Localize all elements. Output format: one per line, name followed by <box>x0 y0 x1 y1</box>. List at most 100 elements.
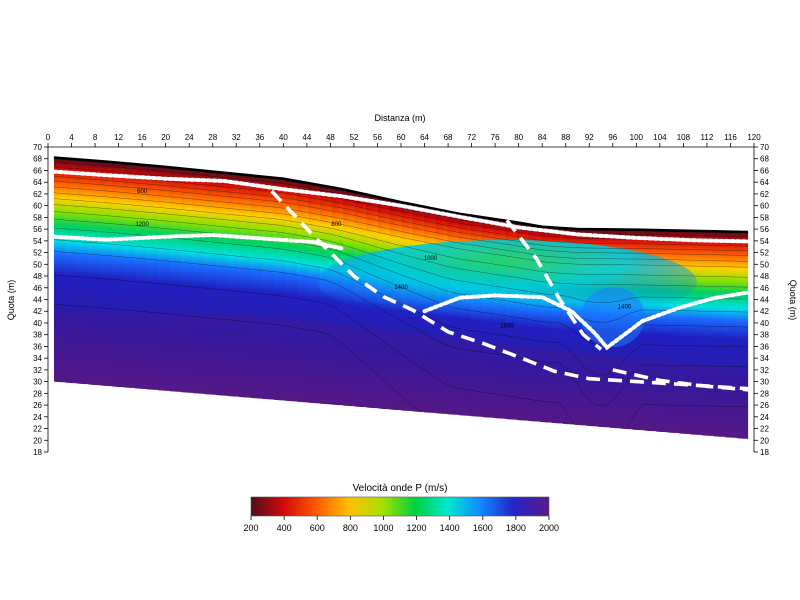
colorbar-tick-label: 600 <box>310 523 325 533</box>
x-tick-label: 28 <box>208 133 217 142</box>
contour-line <box>53 204 749 288</box>
y-tick-label-left: 62 <box>33 190 42 199</box>
interpretive-lines <box>51 156 751 392</box>
x-tick-label: 20 <box>161 133 170 142</box>
low-velocity-trough <box>580 287 645 348</box>
contour-label: 1400 <box>394 285 408 291</box>
x-tick-label: 40 <box>279 133 288 142</box>
x-tick-label: 16 <box>138 133 147 142</box>
y-tick-label-left: 36 <box>33 342 42 351</box>
y-tick-label-right: 22 <box>760 425 769 434</box>
x-tick-label: 68 <box>444 133 453 142</box>
contour-line <box>53 186 749 262</box>
y-tick-label-left: 54 <box>33 237 42 246</box>
colorbar-tick-label: 1200 <box>407 523 427 533</box>
contour-line <box>53 218 749 323</box>
x-tick-label: 44 <box>302 133 311 142</box>
y-ticks-right: 18 20 22 24 26 28 30 32 34 36 38 40 42 44 46 48 50 52 54 56… <box>754 143 769 457</box>
velocity-strip <box>215 172 230 396</box>
y-ticks-left: 18 20 22 24 26 28 30 32 34 36 38 40 42 44 46 48 50 52 54 56… <box>33 143 48 457</box>
y-tick-label-right: 70 <box>760 143 769 152</box>
y-tick-label-right: 32 <box>760 366 769 375</box>
colorbar-tick-label: 400 <box>277 523 292 533</box>
y-tick-label-left: 48 <box>33 272 42 281</box>
y-tick-label-right: 44 <box>760 296 769 305</box>
y-tick-label-left: 50 <box>33 260 42 269</box>
colorbar-tick-label: 1000 <box>373 523 393 533</box>
y-tick-label-right: 42 <box>760 307 769 316</box>
y-tick-label-left: 34 <box>33 354 42 363</box>
contour-line <box>53 211 749 303</box>
y-axis-left-title: Quota (m) <box>6 280 16 321</box>
y-tick-label-right: 28 <box>760 389 769 398</box>
y-tick-label-left: 18 <box>33 448 42 457</box>
y-tick-label-right: 38 <box>760 331 769 340</box>
x-tick-label: 72 <box>467 133 476 142</box>
contour-line <box>53 239 749 376</box>
interpretive-boundary-dotted <box>51 232 345 251</box>
x-tick-label: 76 <box>491 133 500 142</box>
y-tick-label-left: 52 <box>33 249 42 258</box>
y-tick-label-left: 60 <box>33 202 42 211</box>
x-tick-label: 104 <box>653 133 667 142</box>
x-ticks: 0 4 8 12 16 20 24 28 32 36 40 44 48 52 56 60 64 68 72 76 80 8… <box>46 133 761 147</box>
y-tick-label-right: 50 <box>760 260 769 269</box>
y-tick-label-left: 46 <box>33 284 42 293</box>
velocity-strip <box>262 177 276 400</box>
contour-line <box>53 198 749 278</box>
y-tick-label-right: 62 <box>760 190 769 199</box>
interpretive-fault-dashed <box>505 219 603 351</box>
contour-label: 1400 <box>618 304 632 310</box>
contour-label: 600 <box>137 189 148 195</box>
x-tick-label: 116 <box>724 133 737 142</box>
interpretive-fault-dashed <box>612 368 749 392</box>
velocity-strip <box>134 164 149 389</box>
colorbar-ticks: 200 400 600 800 1000 1200 1400 1600 1800 2000 <box>243 516 559 533</box>
velocity-strip <box>100 161 114 386</box>
y-tick-label-left: 28 <box>33 389 42 398</box>
y-tick-label-right: 54 <box>760 237 769 246</box>
x-tick-label: 8 <box>93 133 98 142</box>
contour-label: 1200 <box>135 222 149 228</box>
y-axis-right-title: Quota (m) <box>788 280 798 321</box>
y-tick-label-left: 30 <box>33 378 42 387</box>
x-tick-label: 52 <box>349 133 358 142</box>
x-tick-label: 48 <box>326 133 335 142</box>
x-tick-label: 108 <box>677 133 691 142</box>
velocity-strip <box>227 173 241 397</box>
contour-line <box>53 274 749 440</box>
y-tick-label-left: 42 <box>33 307 42 316</box>
velocity-strip <box>296 182 311 403</box>
velocity-strip <box>65 159 79 384</box>
velocity-strip <box>146 165 160 390</box>
y-tick-label-left: 38 <box>33 331 42 340</box>
x-tick-label: 32 <box>232 133 241 142</box>
y-tick-label-right: 36 <box>760 342 769 351</box>
colorbar: Velocità onde P (m/s) 200 400 600 800 1000 12… <box>243 483 559 533</box>
contour-line <box>53 176 749 251</box>
colorbar-gradient <box>250 496 550 517</box>
colorbar-tick-label: 1400 <box>440 523 460 533</box>
contour-line <box>53 171 749 247</box>
velocity-strip <box>736 231 749 439</box>
y-tick-label-left: 24 <box>33 413 42 422</box>
y-tick-label-left: 44 <box>33 296 42 305</box>
colorbar-tick-label: 2000 <box>539 523 559 533</box>
x-tick-label: 36 <box>255 133 264 142</box>
x-tick-label: 92 <box>585 133 594 142</box>
y-tick-label-right: 40 <box>760 319 769 328</box>
velocity-strip <box>192 170 206 394</box>
x-tick-label: 96 <box>608 133 617 142</box>
y-tick-label-left: 56 <box>33 225 42 234</box>
y-tick-label-left: 64 <box>33 178 42 187</box>
colorbar-tick-label: 800 <box>343 523 358 533</box>
interpretive-boundary-dotted <box>51 169 751 244</box>
y-tick-label-right: 58 <box>760 213 769 222</box>
velocity-strip <box>169 168 183 392</box>
y-tick-label-left: 40 <box>33 319 42 328</box>
velocity-strip <box>53 158 68 383</box>
contour-labels: 600 1200 800 1000 1400 1600 1400 <box>135 189 631 330</box>
velocity-strip <box>111 162 125 387</box>
x-tick-label: 64 <box>420 133 429 142</box>
x-tick-label: 24 <box>185 133 194 142</box>
